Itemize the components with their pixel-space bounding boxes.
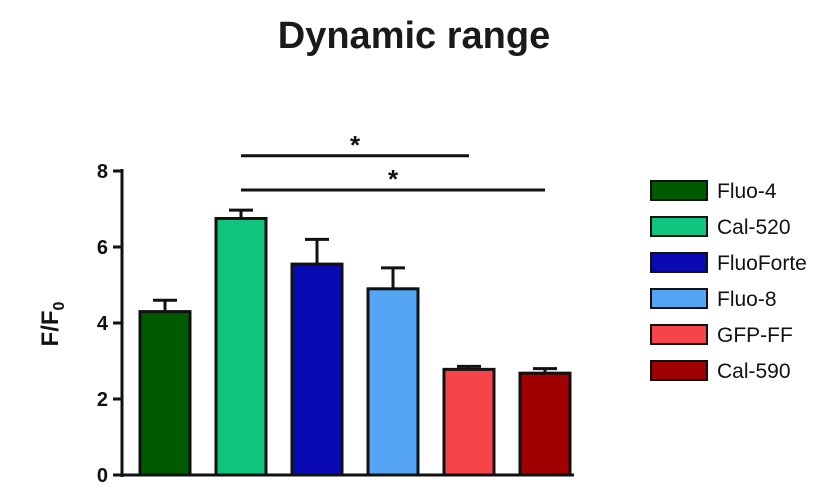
y-axis: 0 2 4 6 8: [97, 161, 574, 487]
chart-title: Dynamic range: [278, 15, 550, 57]
bar: [366, 287, 420, 477]
y-tick-label: 0: [97, 465, 108, 487]
legend-label: Fluo-4: [717, 180, 777, 203]
significance-annotations: **: [241, 130, 545, 194]
y-tick-label: 8: [97, 161, 108, 183]
legend-swatch: [650, 216, 708, 237]
legend-label: Cal-590: [717, 360, 791, 383]
bar: [138, 310, 192, 477]
legend-label: Cal-520: [717, 216, 791, 239]
legend: Fluo-4 Cal-520 FluoForte Fluo-8 GFP-FF Cal-59…: [650, 180, 807, 383]
significance-label: *: [350, 130, 361, 160]
y-tick-label: 2: [97, 389, 108, 411]
legend-swatch: [650, 324, 708, 345]
y-axis-label: F/F0: [37, 301, 68, 346]
bar: [290, 262, 344, 477]
bar: [214, 217, 268, 477]
bar: [518, 371, 572, 477]
bar: [442, 367, 496, 477]
legend-swatch: [650, 360, 708, 381]
legend-swatch: [650, 252, 708, 273]
bars: [138, 208, 572, 477]
y-tick-label: 4: [97, 313, 109, 335]
y-axis-label-main: F/F: [37, 310, 64, 346]
legend-swatch: [650, 288, 708, 309]
significance-label: *: [388, 164, 399, 194]
legend-swatch: [650, 180, 708, 201]
legend-label: GFP-FF: [717, 324, 793, 347]
y-tick-label: 6: [97, 237, 108, 259]
legend-label: FluoForte: [717, 252, 807, 275]
legend-label: Fluo-8: [717, 288, 777, 311]
y-axis-label-subscript: 0: [51, 301, 68, 310]
